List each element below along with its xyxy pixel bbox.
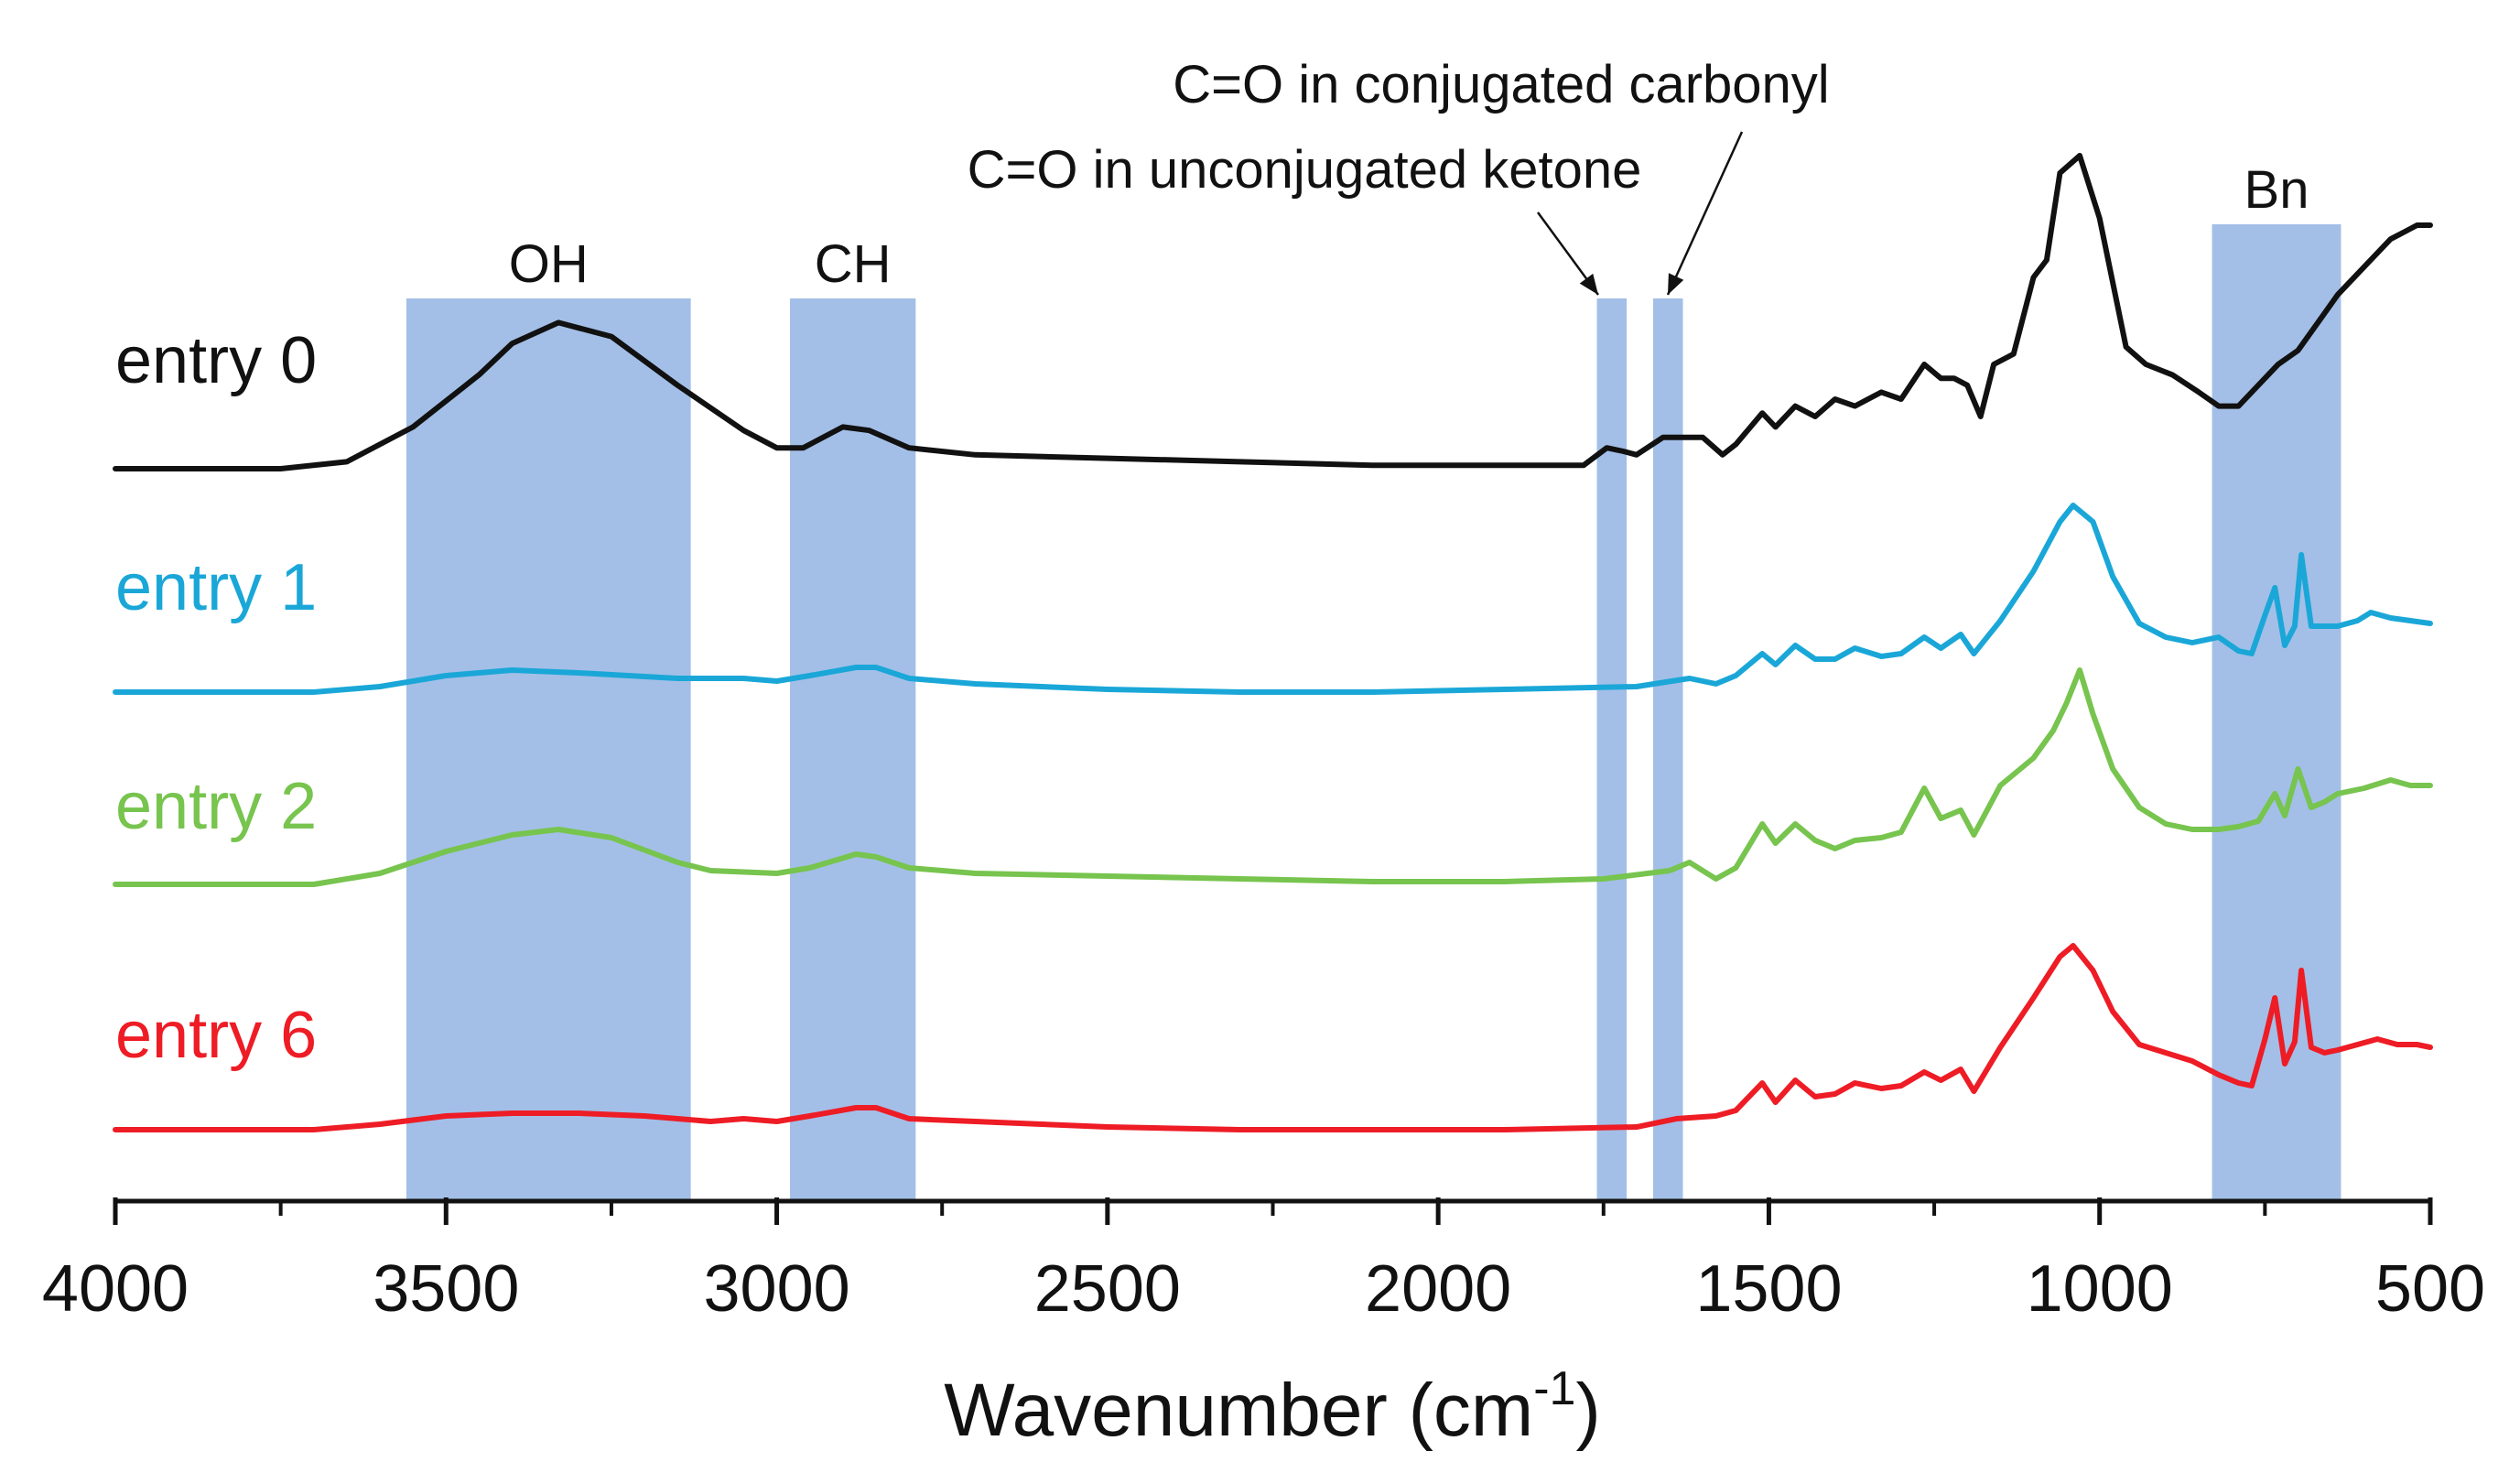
x-axis-title-close: ) — [1575, 1369, 1600, 1452]
annotations: C=O in unconjugated ketone C=O in conjuga… — [968, 55, 1830, 296]
highlight-bands — [406, 224, 2342, 1201]
spectra-lines — [113, 153, 2433, 1132]
x-tick-label: 500 — [2375, 1252, 2485, 1326]
band-labels: OH CH Bn — [509, 160, 2309, 294]
series-label-entry-6: entry 6 — [115, 999, 317, 1072]
x-axis: 4000 3500 3000 2500 2000 1500 1000 500 — [42, 1197, 2485, 1326]
series-labels: entry 0 entry 1 entry 2 entry 6 — [115, 324, 317, 1072]
annotation-label-conjugated-carbonyl: C=O in conjugated carbonyl — [1173, 55, 1829, 114]
annotation-arrow-line — [1666, 131, 1744, 296]
x-axis-title: Wavenumber (cm-1) — [944, 1362, 1601, 1452]
annotation-label-unconjugated-ketone: C=O in unconjugated ketone — [968, 140, 1642, 200]
annotation-arrowhead — [1579, 273, 1598, 295]
band-ch — [790, 298, 916, 1201]
series-line-entry-2 — [113, 667, 2433, 887]
band-label-oh: OH — [509, 234, 589, 294]
annotation-arrowhead — [1668, 273, 1684, 295]
x-tick-label: 2500 — [1034, 1252, 1181, 1326]
band-carbonyl-2 — [1596, 298, 1628, 1201]
series-label-entry-1: entry 1 — [115, 551, 317, 624]
band-bn — [2212, 224, 2342, 1201]
x-axis-title-superscript: -1 — [1533, 1362, 1575, 1415]
series-line-entry-1 — [113, 503, 2433, 695]
x-axis-title-main: Wavenumber (cm — [944, 1369, 1533, 1452]
x-tick-label: 2000 — [1365, 1252, 1511, 1326]
series-label-entry-2: entry 2 — [115, 770, 317, 843]
x-tick-label: 1500 — [1695, 1252, 1842, 1326]
band-carbonyl-3 — [1652, 298, 1683, 1201]
x-tick-label: 3000 — [703, 1252, 849, 1326]
x-tick-label: 1000 — [2027, 1252, 2173, 1326]
series-line-entry-0 — [113, 153, 2433, 471]
x-tick-label: 3500 — [373, 1252, 519, 1326]
band-oh — [406, 298, 691, 1201]
x-tick-label: 4000 — [42, 1252, 189, 1326]
series-label-entry-0: entry 0 — [115, 324, 317, 397]
band-label-bn: Bn — [2244, 160, 2309, 220]
band-label-ch: CH — [815, 234, 892, 294]
series-line-entry-6 — [113, 943, 2433, 1132]
